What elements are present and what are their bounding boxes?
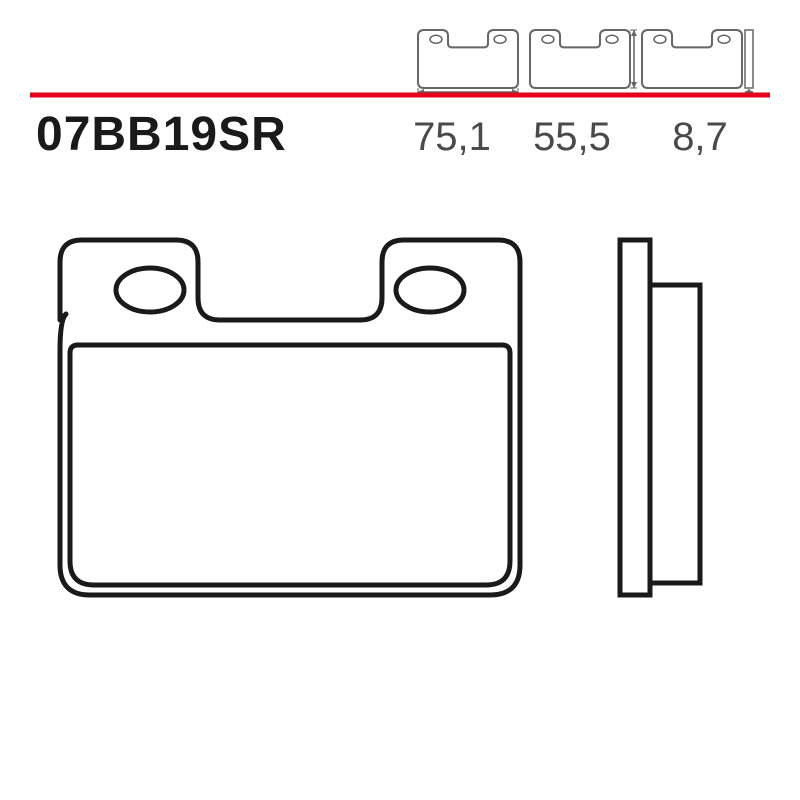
diagram-svg: 07BB19SR 75,1 55,5 8,7 [0, 0, 800, 800]
side-view [620, 240, 700, 595]
dimension-width: 75,1 [413, 115, 491, 159]
diagram-root: 07BB19SR 75,1 55,5 8,7 [0, 0, 800, 800]
side-backplate [620, 240, 650, 595]
dimension-thickness: 8,7 [672, 115, 728, 159]
dimension-height: 55,5 [533, 115, 611, 159]
part-number: 07BB19SR [36, 108, 287, 161]
side-friction-pad [650, 285, 700, 583]
